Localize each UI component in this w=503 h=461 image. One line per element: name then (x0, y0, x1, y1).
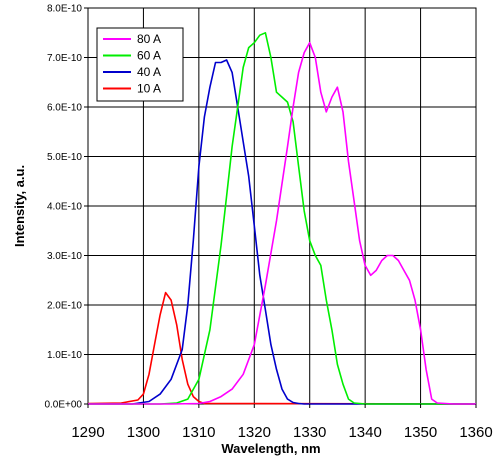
x-tick-label: 1360 (459, 424, 492, 441)
series-line-60-a (88, 31, 476, 405)
series-line-80-a (88, 41, 476, 405)
y-tick-label: 7.0E-10 (47, 53, 82, 64)
x-tick-label: 1340 (348, 424, 381, 441)
x-tick-label: 1290 (71, 424, 104, 441)
x-tick-label: 1350 (404, 424, 437, 441)
x-tick-label: 1300 (127, 424, 160, 441)
legend: 80 A 60 A 40 A 10 A (96, 27, 184, 102)
legend-label: 60 A (137, 49, 161, 63)
x-tick-label: 1310 (182, 424, 215, 441)
y-axis-label: Intensity, a.u. (12, 165, 27, 247)
y-tick-label: 0.0E+00 (44, 400, 82, 411)
series-line-40-a (88, 59, 476, 405)
y-tick-label: 3.0E-10 (47, 251, 82, 262)
x-axis-label: Wavelength, nm (221, 441, 320, 456)
y-tick-label: 6.0E-10 (47, 103, 82, 114)
y-tick-label: 1.0E-10 (47, 350, 82, 361)
series-lines (87, 31, 477, 405)
y-tick-label: 8.0E-10 (47, 4, 82, 15)
y-tick-label: 5.0E-10 (47, 152, 82, 163)
x-tick-label: 1330 (293, 424, 326, 441)
x-tick-label: 1320 (238, 424, 271, 441)
legend-label: 40 A (137, 65, 161, 79)
y-tick-label: 4.0E-10 (47, 202, 82, 213)
y-axis-ticks: 0.0E+00 1.0E-10 2.0E-10 3.0E-10 4.0E-10 5.0E-… (44, 4, 88, 411)
legend-label: 10 A (137, 82, 161, 96)
y-tick-label: 2.0E-10 (47, 301, 82, 312)
series-line-10-a (87, 291, 477, 405)
x-axis-ticks: 1290 1300 1310 1320 1330 1340 1350 1360 (71, 404, 493, 441)
legend-label: 80 A (137, 32, 161, 46)
